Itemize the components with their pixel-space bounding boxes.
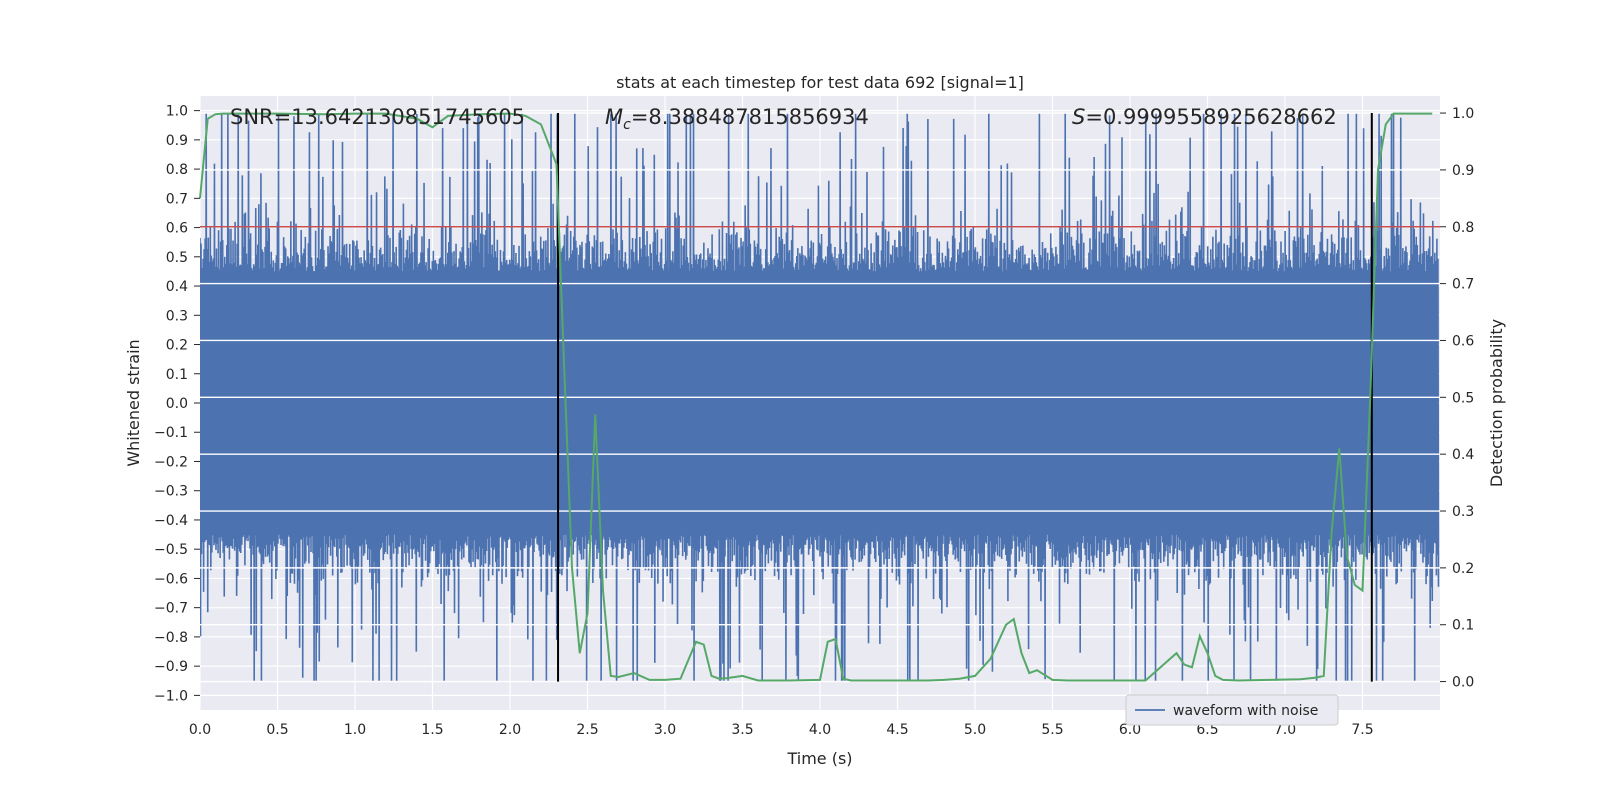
y-tick-label: 0.4 <box>166 279 188 295</box>
y-tick-label: 0.7 <box>166 191 188 207</box>
right-tick-label: 1.0 <box>1452 106 1474 122</box>
y-tick-label: −0.9 <box>154 659 188 675</box>
right-tick-label: 0.4 <box>1452 447 1474 463</box>
probability-series <box>199 112 1433 682</box>
chirp-mass-symbol: M <box>605 105 623 129</box>
x-tick-label: 3.0 <box>654 722 676 738</box>
x-tick-label: 4.5 <box>886 722 908 738</box>
right-axis-label: Detection probability <box>1487 319 1506 487</box>
y-tick-label: 0.1 <box>166 367 188 383</box>
right-tick-label: 0.2 <box>1452 561 1474 577</box>
x-tick-label: 7.5 <box>1351 722 1373 738</box>
y-tick-label: 0.2 <box>166 338 188 354</box>
y-tick-label: 0.0 <box>166 396 188 412</box>
x-axis-label: Time (s) <box>786 749 852 768</box>
y-tick-label: 0.8 <box>166 162 188 178</box>
y-axis-ticks: 1.0 0.9 0.8 0.7 0.6 0.5 0.4 0.3 0.2 0.1 0.0 −0.1 −0.… <box>154 104 200 704</box>
legend-label-waveform: waveform with noise <box>1173 703 1318 719</box>
right-tick-label: 0.0 <box>1452 675 1474 691</box>
y-tick-label: −0.7 <box>154 601 188 617</box>
snr-annotation: SNR=13.642130851745605 <box>230 105 525 129</box>
y-tick-label: −0.6 <box>154 571 188 587</box>
y-tick-label: −0.2 <box>154 454 188 470</box>
chirp-mass-value: =8.388487815856934 <box>631 105 869 129</box>
y-tick-label: −0.8 <box>154 630 188 646</box>
y-tick-label: −0.1 <box>154 425 188 441</box>
significance-value: =0.9999558925628662 <box>1085 105 1336 129</box>
x-tick-label: 0.0 <box>189 722 211 738</box>
right-tick-label: 0.7 <box>1452 277 1474 293</box>
x-tick-label: 4.0 <box>809 722 831 738</box>
right-axis-ticks: 1.0 0.9 0.8 0.7 0.6 0.5 0.4 0.3 0.2 0.1 0.0 <box>1440 106 1474 691</box>
right-tick-label: 0.9 <box>1452 163 1474 179</box>
y-tick-label: 0.5 <box>166 250 188 266</box>
y-tick-label: −0.4 <box>154 513 188 529</box>
y-tick-label: −0.5 <box>154 542 188 558</box>
y-tick-label: 0.6 <box>166 221 188 237</box>
x-tick-label: 3.5 <box>731 722 753 738</box>
y-tick-label: 0.3 <box>166 308 188 324</box>
x-tick-label: 1.0 <box>344 722 366 738</box>
chirp-mass-annotation: Mc=8.388487815856934 <box>605 105 869 133</box>
x-tick-label: 6.5 <box>1196 722 1218 738</box>
right-tick-label: 0.5 <box>1452 390 1474 406</box>
y-tick-label: −1.0 <box>154 688 188 704</box>
chirp-mass-subscript: c <box>623 117 631 133</box>
x-tick-label: 2.5 <box>576 722 598 738</box>
x-axis-ticks: 0.0 0.5 1.0 1.5 2.0 2.5 3.0 3.5 4.0 4.5 5.0 5.5 6.0 6… <box>189 722 1374 738</box>
right-tick-label: 0.3 <box>1452 504 1474 520</box>
x-tick-label: 5.5 <box>1041 722 1063 738</box>
x-tick-label: 6.0 <box>1119 722 1141 738</box>
x-tick-label: 7.0 <box>1274 722 1296 738</box>
y-tick-label: 0.9 <box>166 133 188 149</box>
chart-title: stats at each timestep for test data 692… <box>616 73 1024 92</box>
y-tick-label: −0.3 <box>154 484 188 500</box>
waveform-series <box>200 113 1440 681</box>
y-tick-label: 1.0 <box>166 104 188 120</box>
significance-symbol: S <box>1072 105 1085 129</box>
significance-annotation: S=0.9999558925628662 <box>1072 105 1337 129</box>
x-tick-label: 5.0 <box>964 722 986 738</box>
x-tick-label: 1.5 <box>421 722 443 738</box>
y-axis-label: Whitened strain <box>124 339 143 466</box>
right-tick-label: 0.8 <box>1452 220 1474 236</box>
legend-box <box>1125 694 1339 726</box>
legend: waveform with noise <box>1125 694 1339 726</box>
right-tick-label: 0.6 <box>1452 333 1474 349</box>
right-tick-label: 0.1 <box>1452 618 1474 634</box>
x-tick-label: 0.5 <box>266 722 288 738</box>
x-tick-label: 2.0 <box>499 722 521 738</box>
